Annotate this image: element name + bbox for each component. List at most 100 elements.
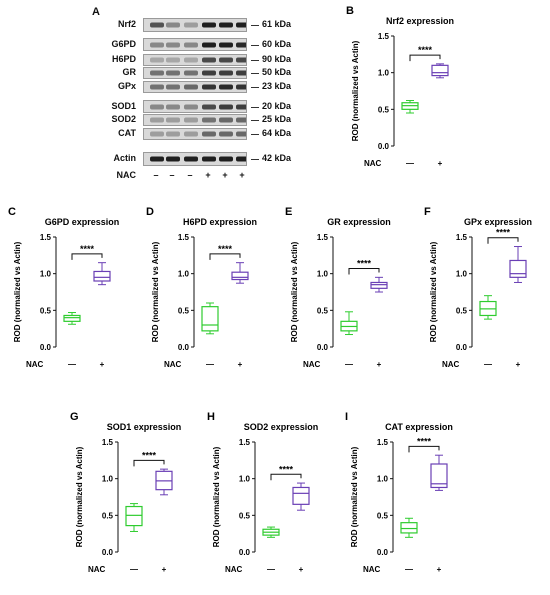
y-tick-label: 1.0	[378, 69, 390, 78]
y-axis-label: ROD (normalized vs Actin)	[212, 446, 221, 547]
x-axis-label: NAC	[26, 360, 44, 369]
blot-band	[219, 70, 233, 76]
blot-protein-label: Nrf2	[117, 19, 136, 29]
y-axis-label: ROD (normalized vs Actin)	[429, 241, 438, 342]
y-axis-label: ROD (normalized vs Actin)	[350, 446, 359, 547]
blot-protein-label: G6PD	[111, 38, 136, 49]
blot-kda-label: 90 kDa	[262, 54, 292, 64]
box-plot-control	[401, 100, 419, 114]
blot-kda-tick	[251, 25, 259, 26]
y-axis-label: ROD (normalized vs Actin)	[151, 241, 160, 342]
blot-band-strip	[143, 18, 247, 32]
y-tick-label: 0.0	[377, 548, 389, 557]
chart-title: SOD1 expression	[107, 422, 182, 432]
blot-band	[184, 70, 198, 76]
blot-kda-tick	[251, 134, 259, 135]
blot-band	[150, 104, 164, 109]
chart-title: Nrf2 expression	[386, 16, 454, 26]
blot-band-strip	[143, 54, 247, 66]
significance-label: ****	[418, 45, 433, 55]
panel-letter: H	[207, 411, 215, 423]
y-tick-label: 1.0	[456, 270, 468, 279]
blot-band	[150, 70, 164, 76]
blot-band	[184, 117, 198, 123]
significance-bracket	[270, 473, 302, 481]
y-tick-label: 1.0	[239, 475, 251, 484]
x-category-label: +	[238, 360, 243, 369]
blot-band	[202, 156, 216, 162]
blot-nac-sign: +	[239, 170, 245, 180]
x-category-label: +	[100, 360, 105, 369]
box-plot-control	[340, 311, 358, 336]
x-axis-label: NAC	[303, 360, 321, 369]
blot-kda-label: 20 kDa	[262, 100, 292, 111]
panel-letter: D	[146, 206, 154, 218]
blot-band	[166, 84, 180, 90]
blot-protein-label: SOD2	[111, 114, 136, 124]
blot-band	[219, 117, 233, 123]
box-plot-control	[400, 517, 418, 538]
chart-svg: B Nrf2 expression ROD (normalized vs Actin…	[346, 5, 454, 168]
blot-band	[184, 22, 198, 28]
blot-band	[236, 104, 246, 109]
chart-title: CAT expression	[385, 422, 453, 432]
box-plot-nac	[231, 262, 249, 284]
y-tick-label: 0.0	[456, 343, 468, 352]
blot-band	[202, 117, 216, 123]
blot-kda-label: 25 kDa	[262, 114, 292, 124]
blot-protein-label: GR	[122, 67, 137, 77]
y-tick-label: 1.0	[178, 270, 190, 279]
chart-panel-b: B Nrf2 expression ROD (normalized vs Actin…	[342, 4, 470, 184]
y-tick-label: 1.0	[40, 270, 52, 279]
blot-band	[150, 42, 164, 47]
blot-nac-sign: –	[187, 170, 193, 180]
blot-kda-label: 64 kDa	[262, 128, 292, 138]
box-iqr	[431, 64, 449, 77]
blot-kda-label: 23 kDa	[262, 81, 292, 91]
y-tick-label: 1.5	[102, 438, 114, 447]
x-category-label: +	[437, 565, 442, 574]
chart-panel-g: G SOD1 expression ROD (normalized vs Actin…	[66, 410, 194, 590]
blot-band	[202, 131, 216, 137]
blot-band	[150, 84, 164, 90]
y-tick-label: 1.5	[178, 233, 190, 242]
blot-band	[184, 156, 198, 162]
significance-bracket	[487, 237, 519, 244]
chart-panel-h: H SOD2 expression ROD (normalized vs Actin…	[203, 410, 331, 590]
chart-svg: I CAT expression ROD (normalized vs Actin)…	[345, 411, 453, 574]
blot-band	[236, 84, 246, 90]
blot-protein-label: CAT	[118, 128, 136, 138]
blot-band	[166, 131, 180, 137]
blot-band-strip	[143, 114, 247, 126]
box-plot-nac	[431, 63, 449, 79]
blot-band	[150, 131, 164, 137]
y-tick-label: 1.5	[377, 438, 389, 447]
y-tick-label: 1.5	[378, 32, 390, 41]
blot-band	[150, 156, 164, 162]
blot-band	[236, 156, 246, 162]
chart-panel-c: C G6PD expression ROD (normalized vs Actin…	[4, 205, 132, 385]
y-tick-label: 0.5	[378, 105, 390, 114]
box-iqr	[430, 463, 448, 489]
blot-band-strip	[143, 67, 247, 79]
blot-band	[219, 156, 233, 162]
blot-kda-tick	[251, 87, 259, 88]
y-axis-label: ROD (normalized vs Actin)	[75, 446, 84, 547]
box-plot-nac	[430, 454, 448, 491]
y-tick-label: 0.0	[239, 548, 251, 557]
blot-protein-label: Actin	[113, 153, 137, 163]
y-tick-label: 0.5	[178, 306, 190, 315]
blot-band	[236, 22, 246, 28]
significance-label: ****	[80, 244, 95, 254]
blot-band	[166, 117, 180, 123]
box-iqr	[125, 505, 143, 527]
blot-nac-sign: –	[153, 170, 159, 180]
blot-band	[166, 70, 180, 76]
box-plot-nac	[509, 246, 527, 283]
blot-band-strip	[143, 100, 247, 113]
chart-svg: H SOD2 expression ROD (normalized vs Actin…	[207, 411, 318, 574]
blot-band	[184, 57, 198, 63]
x-axis-label: NAC	[88, 565, 106, 574]
y-tick-label: 1.0	[317, 270, 329, 279]
chart-svg: C G6PD expression ROD (normalized vs Actin…	[8, 206, 119, 369]
